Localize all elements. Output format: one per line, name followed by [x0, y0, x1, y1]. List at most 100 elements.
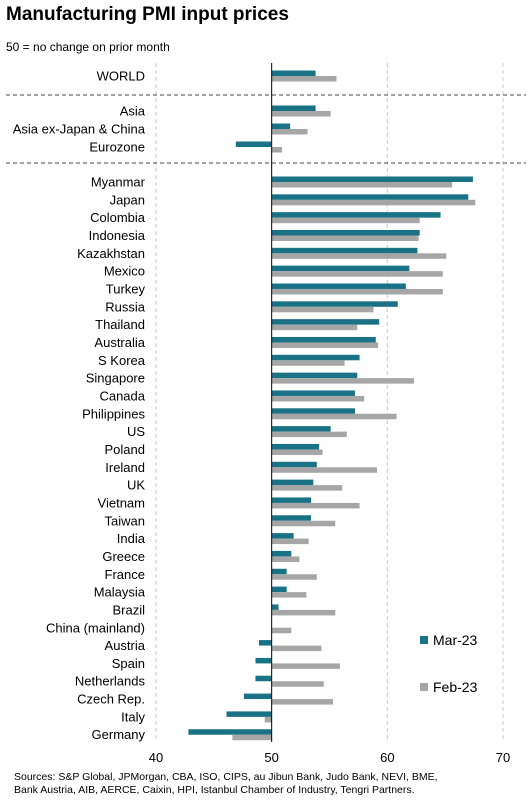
- bar-mar-brazil: [271, 604, 279, 610]
- category-label-india: India: [117, 531, 146, 546]
- bar-feb-taiwan: [271, 520, 336, 527]
- bar-feb-germany: [232, 734, 272, 741]
- category-label-singapore: Singapore: [86, 371, 145, 386]
- chart-subtitle: 50 = no change on prior month: [6, 40, 170, 54]
- category-label-taiwan: Taiwan: [105, 513, 145, 528]
- bar-feb-malaysia: [271, 592, 307, 598]
- category-label-philippines: Philippines: [82, 406, 145, 421]
- bar-feb-russia: [271, 306, 374, 313]
- category-label-asia-ex-japan-china: Asia ex-Japan & China: [13, 122, 146, 137]
- category-label-ireland: Ireland: [105, 460, 145, 475]
- bar-mar-malaysia: [271, 586, 287, 593]
- bar-mar-kazakhstan: [271, 247, 418, 254]
- category-label-china-mainland: China (mainland): [46, 620, 145, 635]
- legend-swatch-feb: [420, 683, 428, 691]
- bar-mar-spain: [255, 657, 272, 664]
- bar-mar-poland: [271, 443, 320, 450]
- x-tick-label-40: 40: [149, 750, 163, 765]
- category-label-uk: UK: [127, 478, 145, 493]
- bar-feb-czech-rep: [271, 699, 333, 705]
- category-label-italy: Italy: [121, 709, 145, 724]
- source-line-1: Sources: S&P Global, JPMorgan, CBA, ISO,…: [14, 771, 438, 783]
- bar-mar-austria: [258, 640, 272, 646]
- category-label-asia: Asia: [120, 104, 146, 119]
- bar-feb-myanmar: [271, 182, 453, 188]
- category-label-czech-rep: Czech Rep.: [77, 692, 145, 707]
- x-tick-label-70: 70: [496, 750, 510, 765]
- source-note: Sources: S&P Global, JPMorgan, CBA, ISO,…: [14, 771, 524, 797]
- category-label-russia: Russia: [105, 299, 146, 314]
- category-label-austria: Austria: [105, 638, 146, 653]
- bar-feb-mexico: [271, 271, 443, 277]
- category-label-eurozone: Eurozone: [89, 140, 145, 155]
- category-label-poland: Poland: [105, 442, 145, 457]
- bar-mar-germany: [188, 729, 272, 735]
- bar-mar-italy: [226, 711, 272, 717]
- x-tick-label-50: 50: [264, 750, 278, 765]
- category-label-vietnam: Vietnam: [98, 495, 145, 510]
- bar-feb-indonesia: [271, 235, 419, 241]
- legend-label-feb: Feb-23: [433, 679, 478, 695]
- category-label-spain: Spain: [112, 656, 145, 671]
- bar-feb-colombia: [271, 217, 420, 224]
- bar-mar-colombia: [271, 212, 441, 218]
- category-label-world: WORLD: [97, 69, 145, 84]
- bar-feb-thailand: [271, 324, 358, 331]
- bar-feb-italy: [264, 716, 272, 723]
- bar-feb-spain: [271, 663, 340, 669]
- bar-feb-japan: [271, 199, 476, 206]
- bar-mar-netherlands: [255, 675, 272, 682]
- bar-feb-singapore: [271, 378, 414, 384]
- bar-feb-asia: [271, 111, 331, 117]
- bar-mar-world: [271, 70, 316, 76]
- category-label-netherlands: Netherlands: [75, 674, 146, 689]
- category-label-france: France: [105, 567, 145, 582]
- category-label-australia: Australia: [94, 335, 145, 350]
- bar-feb-france: [271, 574, 317, 580]
- category-label-colombia: Colombia: [90, 210, 146, 225]
- category-label-turkey: Turkey: [106, 281, 146, 296]
- bar-mar-turkey: [271, 283, 406, 289]
- x-tick-label-60: 60: [380, 750, 394, 765]
- bar-mar-asia: [271, 105, 316, 111]
- bar-mar-singapore: [271, 372, 358, 379]
- legend-label-mar: Mar-23: [433, 632, 478, 648]
- category-label-greece: Greece: [102, 549, 145, 564]
- bar-feb-india: [271, 538, 309, 545]
- bar-feb-ireland: [271, 467, 377, 473]
- bar-mar-myanmar: [271, 176, 473, 182]
- bar-feb-austria: [271, 645, 322, 652]
- bar-mar-taiwan: [271, 515, 311, 521]
- source-line-2: Bank Austria, AIB, AERCE, Caixin, HPI, I…: [14, 784, 415, 796]
- category-label-mexico: Mexico: [104, 264, 145, 279]
- bar-mar-vietnam: [271, 497, 311, 503]
- bar-mar-japan: [271, 194, 469, 200]
- bar-mar-mexico: [271, 265, 410, 272]
- legend-swatch-mar: [420, 636, 428, 644]
- bar-feb-greece: [271, 556, 300, 562]
- bar-mar-thailand: [271, 319, 380, 325]
- bar-mar-russia: [271, 301, 398, 307]
- category-label-germany: Germany: [92, 727, 146, 742]
- category-label-canada: Canada: [99, 388, 145, 403]
- bar-feb-philippines: [271, 413, 397, 420]
- bar-feb-uk: [271, 485, 343, 491]
- bar-feb-asia-ex-japan-china: [271, 129, 308, 135]
- chart-title: Manufacturing PMI input prices: [6, 4, 289, 25]
- bar-mar-greece: [271, 550, 292, 557]
- category-label-kazakhstan: Kazakhstan: [77, 246, 145, 261]
- bar-mar-s-korea: [271, 354, 360, 361]
- bar-mar-france: [271, 568, 287, 575]
- category-label-japan: Japan: [110, 192, 145, 207]
- bar-feb-brazil: [271, 609, 336, 616]
- bar-feb-s-korea: [271, 360, 345, 366]
- bar-mar-canada: [271, 390, 355, 396]
- bar-feb-canada: [271, 395, 365, 402]
- bar-mar-ireland: [271, 461, 317, 468]
- category-label-myanmar: Myanmar: [91, 175, 146, 190]
- bar-mar-eurozone: [235, 141, 272, 147]
- bar-mar-india: [271, 533, 294, 539]
- category-label-malaysia: Malaysia: [94, 585, 146, 600]
- bar-feb-us: [271, 431, 347, 438]
- bar-mar-philippines: [271, 408, 355, 414]
